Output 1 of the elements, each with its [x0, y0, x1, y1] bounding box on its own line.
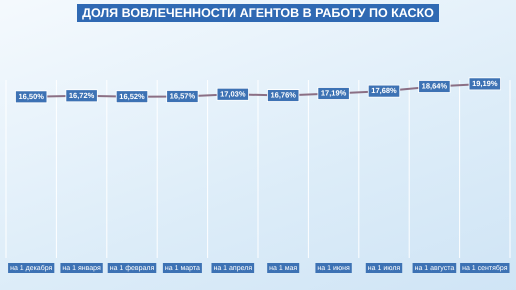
chart-title: ДОЛЯ ВОВЛЕЧЕННОСТИ АГЕНТОВ В РАБОТУ ПО КАСКО: [77, 4, 439, 22]
